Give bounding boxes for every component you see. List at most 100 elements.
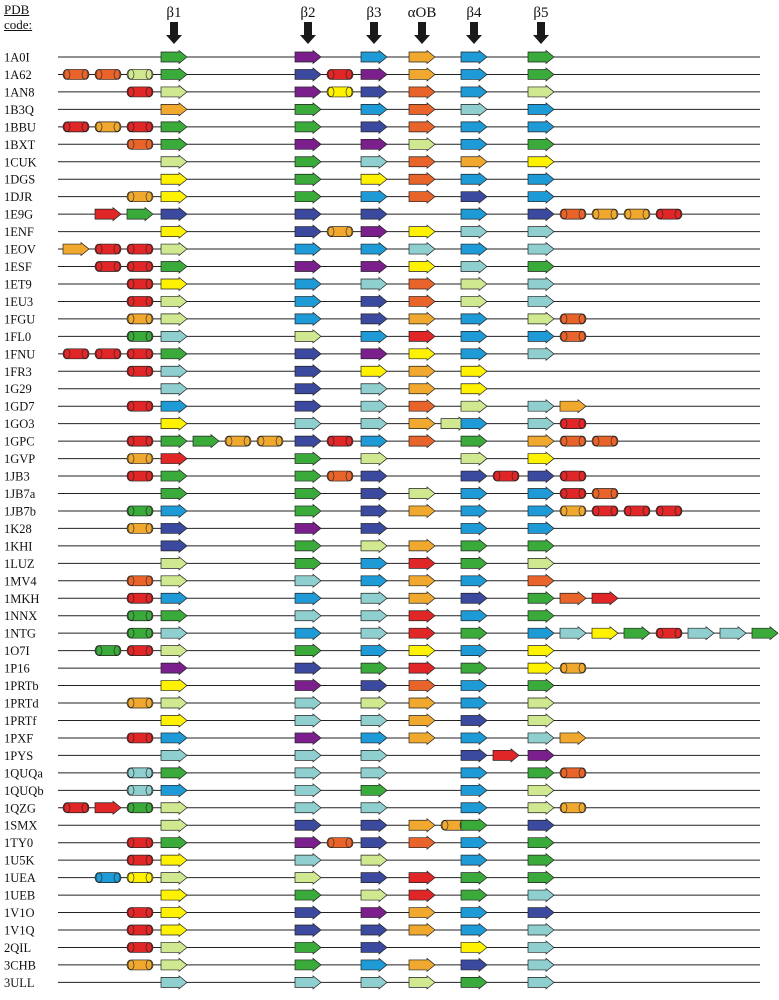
element-b5 (527, 678, 555, 693)
element-b3 (360, 695, 388, 711)
pdb-code-label: 1MV4 (4, 574, 37, 588)
element-b3 (360, 556, 388, 571)
pdb-code-label: 1A0I (4, 51, 30, 65)
pre-element (94, 348, 122, 360)
element-b3 (360, 364, 388, 379)
row-1U5K: 1U5K (4, 852, 760, 868)
element-b4 (460, 852, 488, 868)
pdb-code-label: 1G29 (4, 382, 32, 396)
element-aOB (408, 381, 436, 396)
element-b5 (527, 713, 555, 728)
element-b3 (360, 224, 388, 239)
element-b5 (527, 486, 555, 501)
element-b4 (460, 468, 488, 484)
element-b3 (360, 84, 388, 100)
post-element (559, 331, 587, 342)
element-b2 (294, 119, 322, 135)
element-b5 (527, 922, 555, 938)
element-b1 (160, 870, 188, 885)
element-b3 (360, 870, 388, 885)
element-b1 (160, 556, 188, 571)
element-b3 (360, 416, 388, 431)
row-1BXT: 1BXT (4, 137, 760, 152)
element-b5 (527, 189, 555, 204)
element-aOB (408, 730, 436, 746)
pre-element (126, 435, 154, 447)
element-b3 (360, 521, 388, 536)
element-b4 (460, 835, 488, 850)
row-1B3Q: 1B3Q (4, 102, 760, 117)
post-element (559, 730, 587, 746)
element-b1 (160, 416, 188, 431)
pre-element (94, 261, 122, 272)
pre-element (126, 732, 154, 744)
element-b1 (160, 695, 188, 711)
element-aOB (408, 49, 436, 65)
pdb-code-label: 1PRTd (4, 697, 39, 711)
element-b5 (527, 171, 555, 187)
pdb-code-label: 1EU3 (4, 295, 33, 309)
element-b1 (160, 678, 188, 693)
pre-element (126, 505, 154, 517)
pdb-code-label: 1ENF (4, 225, 34, 239)
pdb-code-label: 1GO3 (4, 417, 35, 431)
element-b2 (294, 800, 322, 816)
element-b3 (360, 259, 388, 274)
pdb-code-label: 1U5K (4, 854, 35, 868)
element-aOB (408, 119, 436, 135)
pre-element (94, 69, 122, 80)
element-b1 (160, 643, 188, 658)
pdb-code-label: 1V1Q (4, 924, 35, 938)
element-b5 (527, 224, 555, 239)
element-b5 (527, 67, 555, 82)
element-b1 (160, 730, 188, 746)
element-b3 (360, 49, 388, 65)
pre-element (126, 400, 154, 412)
element-b3 (360, 713, 388, 728)
row-1NNX: 1NNX (4, 608, 760, 623)
row-1ENF: 1ENF (4, 224, 760, 239)
pre-element (94, 206, 122, 222)
element-b5 (527, 905, 555, 920)
element-b4 (460, 486, 488, 501)
element-b2 (294, 171, 322, 187)
element-b4 (460, 119, 488, 135)
element-b3 (360, 451, 388, 466)
element-b4 (460, 224, 488, 239)
element-b1 (160, 154, 188, 169)
element-b1 (160, 206, 188, 222)
element-b4 (460, 67, 488, 82)
pre-element (126, 907, 154, 918)
column-label-aOB: αOB (408, 5, 437, 21)
element-aOB (408, 905, 436, 920)
element-b1 (160, 67, 188, 82)
element-b5 (527, 311, 555, 327)
pdb-code-label: 1P16 (4, 662, 30, 676)
element-b3 (360, 730, 388, 746)
element-b3 (360, 294, 388, 309)
pdb-code-label: 1QZG (4, 801, 36, 815)
post-element (559, 313, 587, 325)
row-1JB7b: 1JB7b (4, 503, 760, 519)
element-aOB (408, 660, 436, 676)
pdb-code-label: 1GD7 (4, 400, 35, 414)
element-b1-extra (192, 433, 220, 449)
post-element (623, 625, 651, 641)
element-b2 (294, 503, 322, 519)
column-label-b5: β5 (533, 5, 548, 21)
element-b1 (160, 381, 188, 396)
pdb-code-label: 1ET9 (4, 277, 32, 291)
element-b2 (294, 922, 322, 938)
pdb-code-label: 1CUK (4, 155, 37, 169)
column-arrow-b5 (533, 22, 549, 44)
element-b3 (360, 887, 388, 903)
element-b1 (160, 852, 188, 868)
element-b4 (460, 643, 488, 658)
element-b2 (294, 154, 322, 169)
row-1GD7: 1GD7 (4, 398, 760, 414)
column-arrow-b2 (300, 22, 316, 44)
pre-element (126, 278, 154, 290)
pdb-code-label: 3CHB (4, 958, 36, 972)
element-b1 (160, 818, 188, 833)
